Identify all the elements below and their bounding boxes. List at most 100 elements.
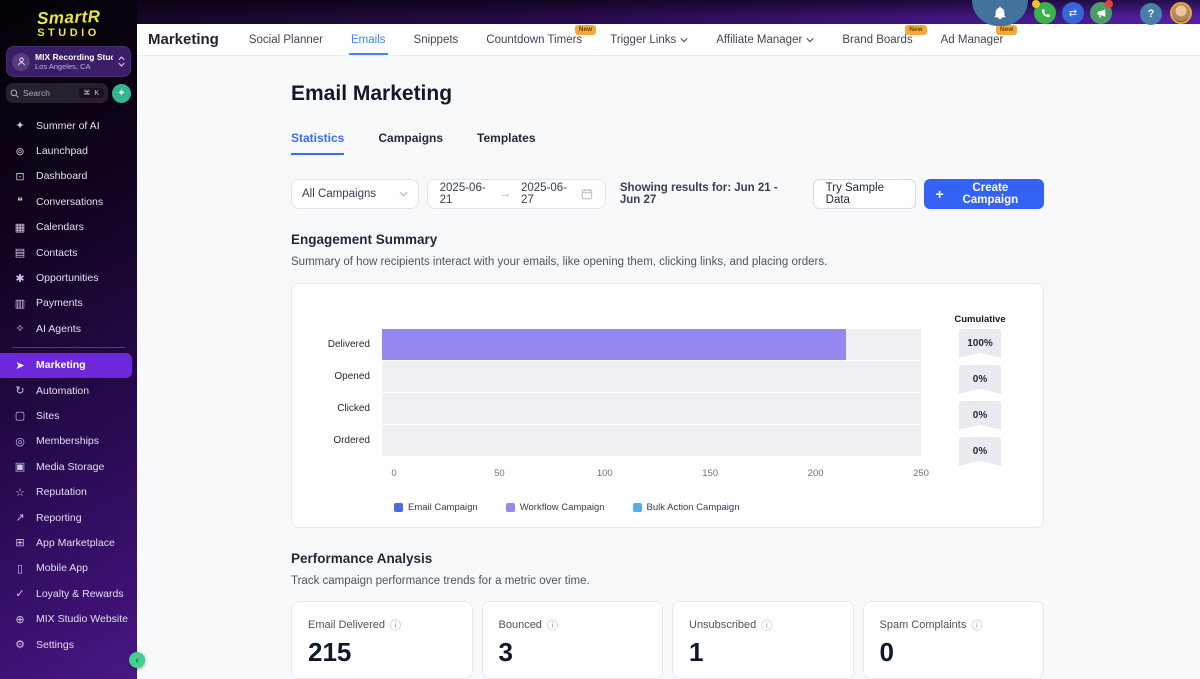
switcher-button[interactable]: ⇄ bbox=[1062, 2, 1084, 24]
arrow-right-icon: → bbox=[499, 188, 512, 200]
sidebar-item-conversations[interactable]: ❝ Conversations bbox=[0, 189, 137, 214]
menu-item-social-planner[interactable]: Social Planner bbox=[248, 33, 324, 46]
sidebar-item-calendars[interactable]: ▦ Calendars bbox=[14, 221, 84, 234]
tab-statistics[interactable]: Statistics bbox=[291, 131, 345, 155]
chevron-down-icon bbox=[399, 191, 408, 197]
filter-bar: All Campaigns 2025-06-21 → 2025-06-27 Sh… bbox=[291, 179, 1044, 209]
announcements-button[interactable] bbox=[1090, 0, 1113, 24]
info-icon[interactable]: ⓘ bbox=[390, 620, 402, 632]
sidebar-item-marketing[interactable]: ➤ Marketing bbox=[0, 352, 132, 378]
campaign-filter-select[interactable]: All Campaigns bbox=[291, 179, 419, 209]
tab-campaigns[interactable]: Campaigns bbox=[378, 131, 444, 145]
account-avatar-icon bbox=[12, 52, 30, 71]
brand-logo: SmartR STUDIO bbox=[0, 0, 137, 39]
menu-item-snippets[interactable]: Snippets bbox=[413, 33, 459, 46]
search-placeholder: Search bbox=[23, 88, 50, 98]
brand-name: SmartR bbox=[36, 6, 101, 29]
info-icon[interactable]: ⓘ bbox=[971, 620, 983, 632]
sidebar-item-reporting[interactable]: ↗ Reporting bbox=[0, 505, 137, 530]
sidebar-item-reputation[interactable]: ☆ Reputation bbox=[0, 479, 137, 504]
legend-swatch bbox=[505, 503, 515, 512]
sidebar-item-dashboard[interactable]: ⊡ Dashboard bbox=[0, 164, 137, 189]
chevron-up-down-icon bbox=[118, 56, 125, 67]
engagement-chart-card: Delivered Opened Clicked Ordered 0 50 10… bbox=[291, 283, 1044, 528]
bell-icon bbox=[993, 6, 1007, 20]
menu-item-emails[interactable]: Emails bbox=[349, 24, 388, 55]
engagement-summary-description: Summary of how recipients interact with … bbox=[291, 256, 828, 268]
stat-card-spam-complaints: Spam Complaints ⓘ 0 bbox=[862, 601, 1044, 679]
apps-grid-icon: ⊞ bbox=[15, 537, 25, 550]
marketing-navbar: Marketing Social Planner Emails Snippets… bbox=[137, 24, 1200, 56]
sidebar-item-media-storage[interactable]: ▣ Media Storage bbox=[14, 460, 105, 474]
ai-assistant-button[interactable]: ✦ bbox=[112, 83, 131, 103]
arrows-swap-icon: ⇄ bbox=[1068, 7, 1078, 19]
date-start: 2025-06-21 bbox=[439, 182, 486, 206]
page-tabs: Statistics Campaigns Templates bbox=[291, 131, 1044, 156]
gear-icon: ⚙ bbox=[15, 639, 25, 651]
sidebar-item-mix-studio-website[interactable]: ⊕ MIX Studio Website bbox=[0, 606, 137, 631]
notifications-button[interactable] bbox=[972, 0, 1028, 26]
account-name: MIX Recording Studio bbox=[35, 52, 113, 62]
globe-icon: ⊕ bbox=[15, 613, 25, 626]
performance-cards: Email Delivered ⓘ 215 Bounced ⓘ 3 Unsubscr… bbox=[291, 601, 1044, 679]
try-sample-data-button[interactable]: Try Sample Data bbox=[812, 179, 916, 209]
tab-templates[interactable]: Templates bbox=[477, 131, 536, 145]
engagement-summary-title: Engagement Summary bbox=[291, 232, 438, 247]
sidebar-item-app-marketplace[interactable]: ⊞ App Marketplace bbox=[0, 530, 137, 555]
calendar-icon: ▦ bbox=[14, 221, 26, 234]
menu-item-countdown-timers[interactable]: Countdown Timers New bbox=[486, 24, 597, 55]
sidebar-item-payments[interactable]: ▥ Payments bbox=[14, 297, 83, 310]
sidebar-item-mobile-app[interactable]: ▯ Mobile App bbox=[0, 556, 137, 581]
sidebar-item-launchpad[interactable]: ⊚ Launchpad bbox=[0, 138, 137, 163]
help-button[interactable]: ? bbox=[1140, 3, 1162, 25]
stat-card-email-delivered: Email Delivered ⓘ 215 bbox=[291, 601, 473, 679]
search-input[interactable]: Search ⌘ K bbox=[6, 83, 108, 103]
sidebar-collapse-button[interactable]: ‹ bbox=[129, 652, 145, 668]
sidebar-item-automation[interactable]: ↻ Automation bbox=[0, 378, 137, 403]
sidebar-item-sites[interactable]: ▢ Sites bbox=[14, 409, 60, 423]
phone-button[interactable] bbox=[1032, 0, 1056, 24]
chevron-down-icon bbox=[806, 37, 814, 43]
new-badge: New bbox=[995, 25, 1018, 35]
stat-card-bounced: Bounced ⓘ 3 bbox=[481, 601, 663, 679]
delivered-bar bbox=[382, 329, 846, 360]
sidebar-item-summer-of-ai[interactable]: ✦ Summer of AI bbox=[0, 113, 137, 138]
cumulative-column: Cumulative 100% 0% 0% 0% bbox=[937, 284, 1023, 527]
bar-row-opened: Opened bbox=[312, 361, 921, 392]
sidebar-item-memberships[interactable]: ◎ Memberships bbox=[0, 429, 137, 454]
asterisk-icon: ✱ bbox=[15, 272, 25, 285]
sidebar-item-contacts[interactable]: ▤ Contacts bbox=[14, 246, 78, 260]
menu-item-ad-manager[interactable]: Ad Manager New bbox=[941, 24, 1018, 55]
menu-item-affiliate-manager[interactable]: Affiliate Manager bbox=[716, 24, 814, 55]
legend-swatch bbox=[394, 503, 403, 512]
chevron-down-icon bbox=[680, 37, 688, 43]
sidebar-item-opportunities[interactable]: ✱ Opportunities bbox=[0, 265, 137, 290]
sidebar-item-settings[interactable]: ⚙ Settings bbox=[0, 632, 137, 657]
info-icon[interactable]: ⓘ bbox=[546, 620, 558, 632]
menu-item-trigger-links[interactable]: Trigger Links bbox=[610, 24, 688, 55]
sidebar-item-loyalty-rewards[interactable]: ✓ Loyalty & Rewards bbox=[0, 581, 137, 606]
sidebar-item-ai-agents[interactable]: ✧ AI Agents bbox=[0, 316, 137, 341]
trend-up-icon: ↗ bbox=[15, 512, 25, 525]
x-axis: 0 50 100 150 200 250 bbox=[391, 468, 929, 479]
account-switcher[interactable]: MIX Recording Studio Los Angeles, CA bbox=[6, 46, 131, 77]
stat-value: 215 bbox=[308, 637, 352, 667]
search-shortcut: ⌘ K bbox=[79, 88, 104, 98]
performance-analysis-description: Track campaign performance trends for a … bbox=[291, 575, 590, 587]
calendar-icon bbox=[581, 188, 593, 200]
cumulative-badge-opened: 0% bbox=[959, 365, 1001, 394]
chat-bubble-icon: ❝ bbox=[17, 196, 23, 209]
menu-item-brand-boards[interactable]: Brand Boards New bbox=[842, 24, 927, 55]
user-avatar[interactable] bbox=[1170, 2, 1192, 24]
stat-card-unsubscribed: Unsubscribed ⓘ 1 bbox=[672, 601, 854, 679]
create-campaign-button[interactable]: + Create Campaign bbox=[923, 179, 1044, 209]
sparkle-icon: ✦ bbox=[15, 120, 25, 133]
date-range-picker[interactable]: 2025-06-21 → 2025-06-27 bbox=[426, 179, 606, 209]
medal-icon: ◎ bbox=[15, 435, 25, 448]
search-icon bbox=[10, 89, 19, 98]
sidebar-nav: ✦ Summer of AI ⊚ Launchpad ⊡ Dashboard ❝ Con… bbox=[0, 113, 137, 679]
paper-plane-icon: ➤ bbox=[15, 359, 25, 372]
info-icon[interactable]: ⓘ bbox=[761, 620, 773, 632]
refresh-icon: ↻ bbox=[15, 385, 25, 398]
phone-device-icon: ▯ bbox=[16, 562, 24, 575]
